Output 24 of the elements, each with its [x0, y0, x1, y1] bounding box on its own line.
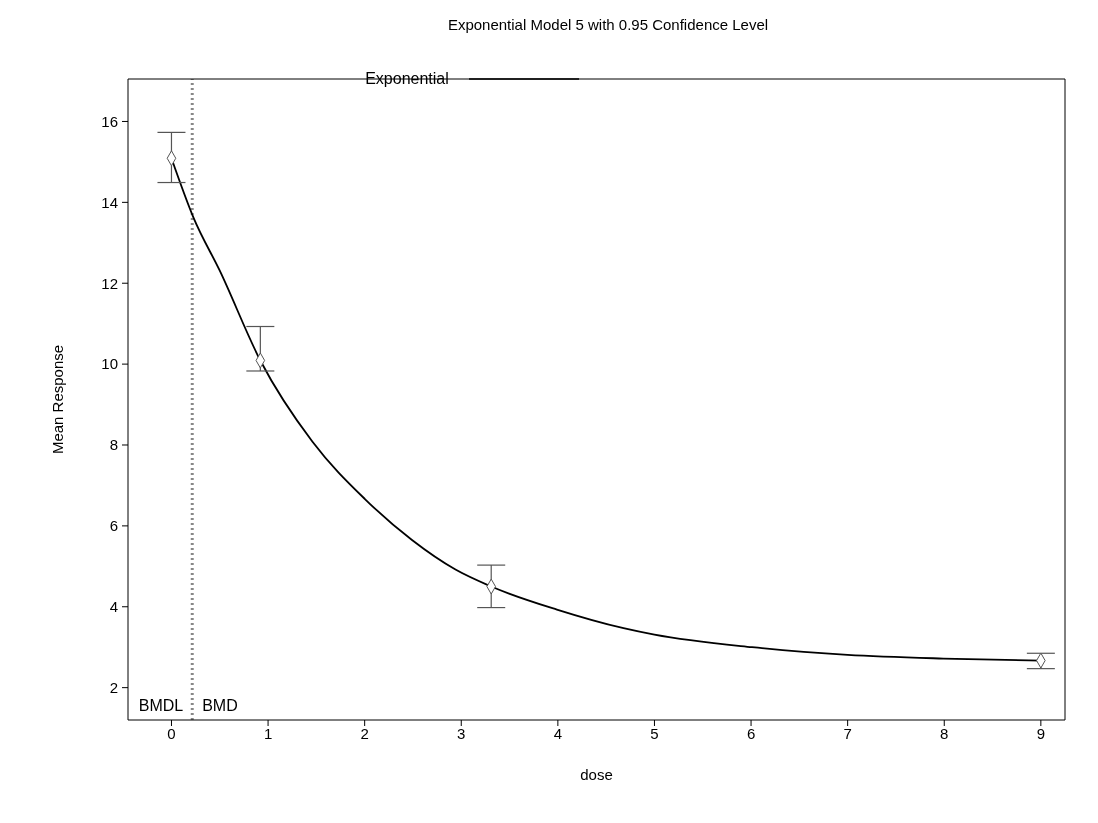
x-tick-label: 5: [650, 724, 659, 742]
chart-title: Exponential Model 5 with 0.95 Confidence Level: [446, 15, 770, 35]
y-tick-label: 14: [101, 193, 118, 211]
x-tick-label: 3: [457, 724, 466, 742]
x-tick-label: 7: [843, 724, 852, 742]
y-tick-label: 2: [109, 678, 118, 696]
x-tick-label: 6: [746, 724, 756, 742]
x-axis-title: dose: [580, 766, 613, 783]
x-tick-label: 9: [1036, 724, 1046, 742]
y-tick-label: 10: [101, 355, 118, 373]
y-tick-label: 12: [101, 274, 118, 292]
y-tick-label: 6: [109, 517, 118, 535]
y-axis-title: Mean Response: [49, 344, 67, 455]
ref-line-label: BMD: [202, 697, 238, 714]
x-tick-label: 1: [263, 724, 273, 742]
x-tick-label: 2: [360, 724, 369, 742]
ref-line-label: BMDL: [138, 697, 184, 714]
x-tick-label: 4: [553, 724, 563, 742]
x-tick-label: 8: [940, 724, 949, 742]
text: Exponential: [365, 70, 449, 88]
y-tick-label: 8: [109, 436, 118, 454]
y-tick-label: 4: [109, 598, 118, 616]
y-tick-label: 16: [101, 112, 118, 130]
x-tick-label: 0: [167, 724, 176, 742]
